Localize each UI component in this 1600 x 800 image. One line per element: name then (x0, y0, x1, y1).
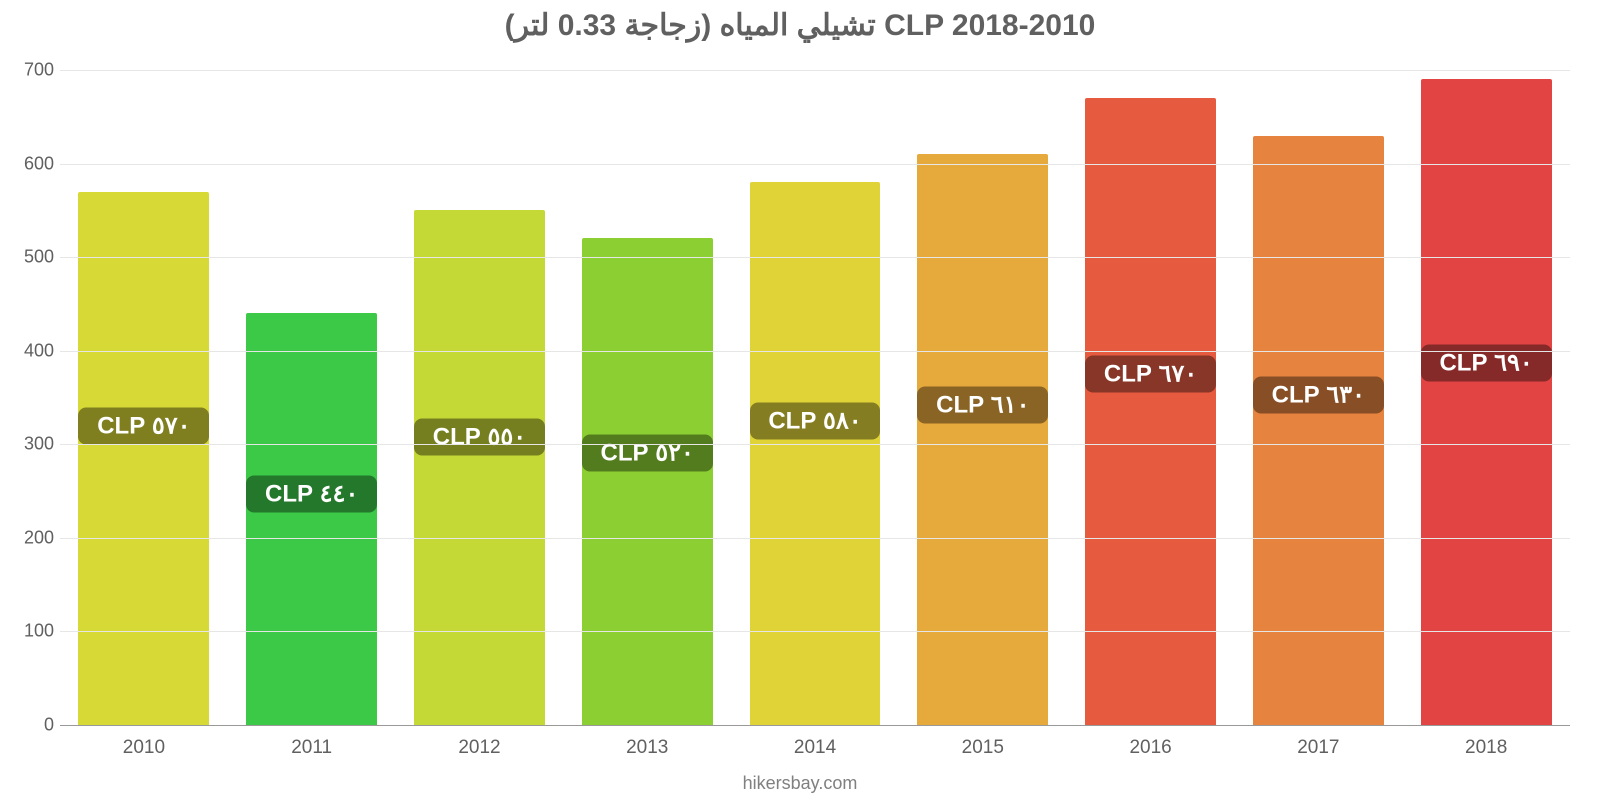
plot-area: ٥٧٠ CLP ٤٤٠ CLP ٥٥٠ CLP ٥٢٠ CLP ٥٨٠ CLP ٦١٠ C… (60, 70, 1570, 725)
x-tick-label: 2016 (1067, 725, 1235, 765)
bar-value-label: ٦٧٠ CLP (1085, 355, 1216, 392)
y-tick-label: 200 (10, 527, 54, 548)
chart-container: تشيلي المياه (زجاجة 0.33 لتر) CLP 2018-2… (0, 0, 1600, 800)
x-tick-label: 2010 (60, 725, 228, 765)
bar-value-label: ٦٣٠ CLP (1253, 376, 1384, 413)
y-tick-label: 100 (10, 621, 54, 642)
bar-slot: ٦١٠ CLP (899, 70, 1067, 725)
grid-line (60, 70, 1570, 71)
y-tick-label: 500 (10, 247, 54, 268)
grid-line (60, 351, 1570, 352)
grid-line (60, 444, 1570, 445)
bar-value-label: ٥٢٠ CLP (582, 434, 713, 471)
bar-value-label: ٥٨٠ CLP (750, 403, 881, 440)
x-tick-label: 2012 (396, 725, 564, 765)
bar: ٥٨٠ CLP (750, 182, 881, 725)
y-tick-label: 600 (10, 153, 54, 174)
bar-value-label: ٤٤٠ CLP (246, 476, 377, 513)
bar-slot: ٥٨٠ CLP (731, 70, 899, 725)
bar-value-label: ٦١٠ CLP (917, 387, 1048, 424)
attribution-text: hikersbay.com (0, 773, 1600, 794)
bars-group: ٥٧٠ CLP ٤٤٠ CLP ٥٥٠ CLP ٥٢٠ CLP ٥٨٠ CLP ٦١٠ C… (60, 70, 1570, 725)
bar: ٥٢٠ CLP (582, 238, 713, 725)
grid-line (60, 257, 1570, 258)
chart-title: تشيلي المياه (زجاجة 0.33 لتر) CLP 2018-2… (0, 8, 1600, 43)
bar-value-label: ٥٧٠ CLP (78, 408, 209, 445)
bar: ٦٣٠ CLP (1253, 136, 1384, 726)
y-tick-label: 0 (10, 715, 54, 736)
bar: ٥٥٠ CLP (414, 210, 545, 725)
bar-slot: ٤٤٠ CLP (228, 70, 396, 725)
bar-slot: ٦٣٠ CLP (1234, 70, 1402, 725)
bar: ٥٧٠ CLP (78, 192, 209, 725)
grid-line (60, 538, 1570, 539)
x-tick-label: 2011 (228, 725, 396, 765)
bar-value-label: ٥٥٠ CLP (414, 418, 545, 455)
grid-line (60, 164, 1570, 165)
x-tick-label: 2013 (563, 725, 731, 765)
grid-line (60, 631, 1570, 632)
x-tick-label: 2018 (1402, 725, 1570, 765)
y-tick-label: 700 (10, 60, 54, 81)
bar-slot: ٦٩٠ CLP (1402, 70, 1570, 725)
bar: ٤٤٠ CLP (246, 313, 377, 725)
bar-slot: ٥٧٠ CLP (60, 70, 228, 725)
bar-slot: ٥٥٠ CLP (396, 70, 564, 725)
x-tick-label: 2017 (1234, 725, 1402, 765)
x-tick-label: 2014 (731, 725, 899, 765)
y-tick-label: 400 (10, 340, 54, 361)
bar: ٦١٠ CLP (917, 154, 1048, 725)
x-axis: 201020112012201320142015201620172018 (60, 725, 1570, 765)
y-tick-label: 300 (10, 434, 54, 455)
bar-slot: ٥٢٠ CLP (563, 70, 731, 725)
bar: ٦٩٠ CLP (1421, 79, 1552, 725)
x-tick-label: 2015 (899, 725, 1067, 765)
bar-slot: ٦٧٠ CLP (1067, 70, 1235, 725)
